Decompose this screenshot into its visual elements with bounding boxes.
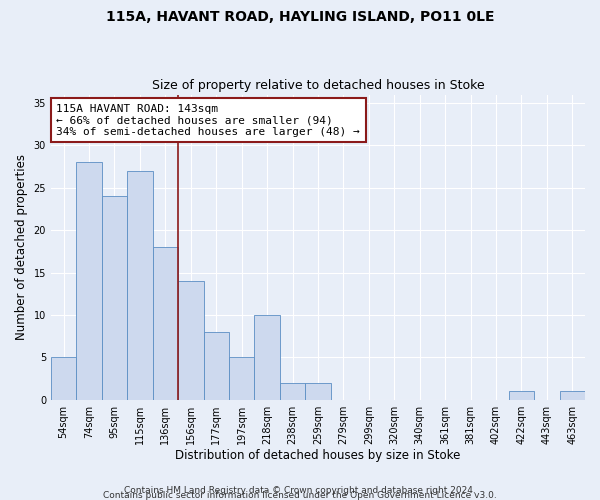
Text: 115A, HAVANT ROAD, HAYLING ISLAND, PO11 0LE: 115A, HAVANT ROAD, HAYLING ISLAND, PO11 … [106, 10, 494, 24]
Y-axis label: Number of detached properties: Number of detached properties [15, 154, 28, 340]
Text: Contains public sector information licensed under the Open Government Licence v3: Contains public sector information licen… [103, 491, 497, 500]
Bar [127, 171, 152, 400]
Bar [102, 196, 127, 400]
Bar [229, 358, 254, 400]
Bar [560, 391, 585, 400]
Bar [305, 383, 331, 400]
Bar [254, 315, 280, 400]
Bar [76, 162, 102, 400]
Text: Contains HM Land Registry data © Crown copyright and database right 2024.: Contains HM Land Registry data © Crown c… [124, 486, 476, 495]
Bar [280, 383, 305, 400]
Text: 115A HAVANT ROAD: 143sqm
← 66% of detached houses are smaller (94)
34% of semi-d: 115A HAVANT ROAD: 143sqm ← 66% of detach… [56, 104, 360, 137]
Bar [51, 358, 76, 400]
Bar [178, 281, 203, 400]
Bar [509, 391, 534, 400]
X-axis label: Distribution of detached houses by size in Stoke: Distribution of detached houses by size … [175, 450, 461, 462]
Bar [152, 247, 178, 400]
Bar [203, 332, 229, 400]
Title: Size of property relative to detached houses in Stoke: Size of property relative to detached ho… [152, 79, 484, 92]
